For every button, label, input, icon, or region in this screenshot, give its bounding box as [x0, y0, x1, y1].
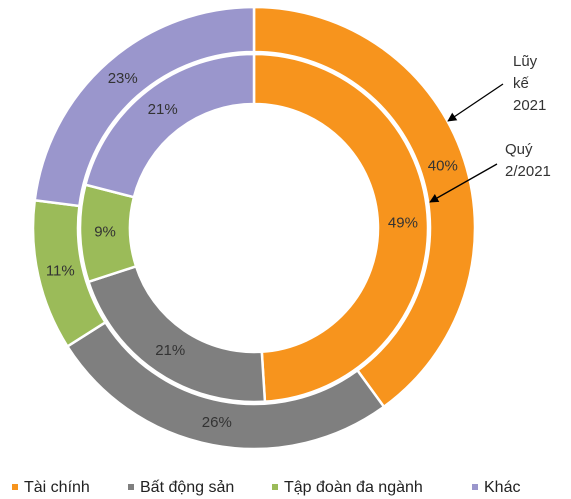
- legend-swatch: [128, 484, 134, 490]
- legend-label: Bất động sản: [140, 479, 234, 496]
- ring-label: Lũy kế 2021: [513, 53, 546, 114]
- data-label: 49%: [388, 214, 418, 231]
- legend-label: Khác: [484, 479, 520, 496]
- data-label: 9%: [94, 224, 116, 241]
- arrow: [447, 83, 504, 122]
- ring-label: Quý 2/2021: [505, 141, 551, 180]
- donut-segment: [33, 5, 256, 208]
- legend-swatch: [272, 484, 278, 490]
- ring-label-line: 2021: [513, 97, 546, 114]
- ring-label-line: kế: [513, 75, 530, 92]
- legend: Tài chính Bất động sản Tập đoàn đa ngành Kh…: [12, 479, 520, 496]
- ring-label-line: Quý: [505, 141, 533, 158]
- rings: 40% 26% 11% 23% 49% 21% 9% 21%: [31, 5, 477, 451]
- ring-label-line: Lũy: [513, 53, 538, 70]
- data-label: 40%: [428, 158, 458, 175]
- arrow: [429, 163, 498, 203]
- data-label: 11%: [46, 262, 75, 279]
- legend-label: Tập đoàn đa ngành: [284, 479, 423, 496]
- donut-segment: [252, 52, 430, 403]
- legend-swatch: [472, 484, 478, 490]
- data-label: 23%: [108, 70, 138, 87]
- donut-segment: [83, 52, 256, 199]
- ring-label-line: 2/2021: [505, 163, 551, 180]
- data-label: 26%: [202, 414, 232, 431]
- legend-swatch: [12, 484, 18, 490]
- legend-label: Tài chính: [24, 479, 90, 496]
- data-label: 21%: [148, 101, 178, 118]
- data-label: 21%: [155, 342, 185, 359]
